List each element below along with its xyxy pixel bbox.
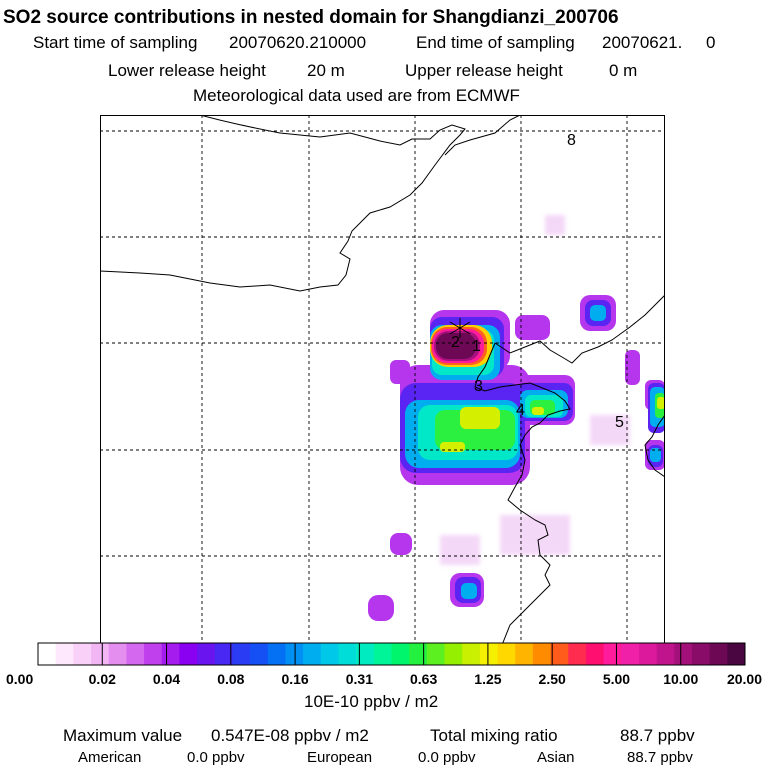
colorbar-cell (638, 643, 658, 665)
colorbar-cell (250, 643, 269, 665)
colorbar-cell (320, 643, 339, 665)
colorbar-ticks: 0.00 0.02 0.04 0.08 0.16 0.31 0.63 1.25 2.50 5.00… (6, 643, 762, 687)
colorbar-cell (462, 643, 481, 665)
colorbar-cell (497, 643, 516, 665)
colorbar-cell (674, 643, 693, 665)
colorbar-cell (232, 643, 251, 665)
colorbar-cell (656, 643, 675, 665)
colorbar-cell (532, 643, 552, 665)
colorbar-tick-label: 0.63 (410, 671, 437, 687)
colorbar: 0.00 0.02 0.04 0.08 0.16 0.31 0.63 1.25 2.50 5.00… (6, 642, 762, 687)
colorbar-cell (727, 643, 746, 665)
colorbar-cell (515, 643, 534, 665)
colorbar-cell (214, 643, 233, 665)
colorbar-cell (409, 643, 428, 665)
concentration-map: 1 2 3 4 5 8 (100, 115, 665, 645)
colorbar-cell (444, 643, 463, 665)
colorbar-cell (126, 643, 145, 665)
colorbar-cell (568, 643, 587, 665)
start-time-value: 20070620.210000 (229, 33, 367, 52)
max-value-label: Maximum value (63, 726, 183, 745)
map-background (100, 115, 665, 645)
colorbar-tick-label: 0.31 (346, 671, 373, 687)
colorbar-cell (585, 643, 605, 665)
max-value: 0.547E-08 ppbv / m2 (211, 726, 369, 745)
upper-height-label: Upper release height (405, 61, 563, 80)
colorbar-cell (550, 643, 569, 665)
source-label-2: 2 (451, 334, 460, 351)
colorbar-cell (691, 643, 711, 665)
colorbar-cell (285, 643, 304, 665)
total-mixing-label: Total mixing ratio (430, 726, 558, 745)
total-mixing-value: 88.7 ppbv (620, 726, 695, 745)
receptor-star-icon (449, 318, 471, 338)
colorbar-cell (144, 643, 163, 665)
lat-lon-grid (100, 115, 665, 645)
lower-height-label: Lower release height (108, 61, 266, 80)
colorbar-cell (356, 643, 375, 665)
colorbar-cell (426, 643, 446, 665)
colorbar-tick-label: 0.04 (153, 671, 180, 687)
end-time-label: End time of sampling (416, 33, 575, 52)
source-label-1: 1 (472, 338, 481, 355)
region-american-value: 0.0 ppbv (187, 749, 245, 766)
region-asian-value: 88.7 ppbv (627, 749, 693, 766)
region-asian-name: Asian (537, 749, 575, 766)
region-american-name: American (78, 749, 142, 766)
colorbar-cell (55, 643, 74, 665)
colorbar-cell (303, 643, 322, 665)
colorbar-unit: 10E-10 ppbv / m2 (304, 692, 439, 711)
source-label-4: 4 (516, 402, 525, 419)
colorbar-tick-label: 0.16 (281, 671, 308, 687)
source-label-3: 3 (474, 378, 483, 395)
colorbar-tick-label: 0.02 (89, 671, 116, 687)
colorbar-cell (479, 643, 499, 665)
end-time-value: 20070621. 0 (602, 33, 716, 52)
plot-title: SO2 source contributions in nested domai… (3, 7, 619, 28)
colorbar-cell (267, 643, 286, 665)
colorbar-tick-label: 10.00 (663, 671, 698, 687)
colorbar-cell (373, 643, 392, 665)
colorbar-tick-label: 1.25 (474, 671, 501, 687)
colorbar-cells (38, 643, 746, 665)
colorbar-cell (108, 643, 127, 665)
colorbar-tick-label: 5.00 (603, 671, 630, 687)
colorbar-cell (38, 643, 57, 665)
lower-height-value: 20 m (307, 61, 345, 80)
colorbar-cell (73, 643, 92, 665)
coastline (100, 115, 665, 645)
met-data-note: Meteorological data used are from ECMWF (193, 86, 520, 105)
colorbar-cell (179, 643, 198, 665)
colorbar-cell (338, 643, 357, 665)
region-european-name: European (307, 749, 373, 766)
source-label-8: 8 (567, 132, 576, 149)
colorbar-cell (161, 643, 180, 665)
colorbar-cell (709, 643, 728, 665)
source-label-5: 5 (615, 414, 624, 431)
colorbar-tick-label: 0.00 (6, 671, 33, 687)
colorbar-tick-label: 20.00 (727, 671, 762, 687)
colorbar-cell (91, 643, 110, 665)
colorbar-cell (197, 643, 216, 665)
colorbar-tick-label: 2.50 (539, 671, 566, 687)
colorbar-cell (391, 643, 410, 665)
region-european-value: 0.0 ppbv (418, 749, 476, 766)
upper-height-value: 0 m (609, 61, 638, 80)
plume-field (368, 215, 665, 621)
start-time-label: Start time of sampling (33, 33, 198, 52)
colorbar-tick-label: 0.08 (217, 671, 244, 687)
colorbar-cell (603, 643, 622, 665)
colorbar-cell (621, 643, 640, 665)
